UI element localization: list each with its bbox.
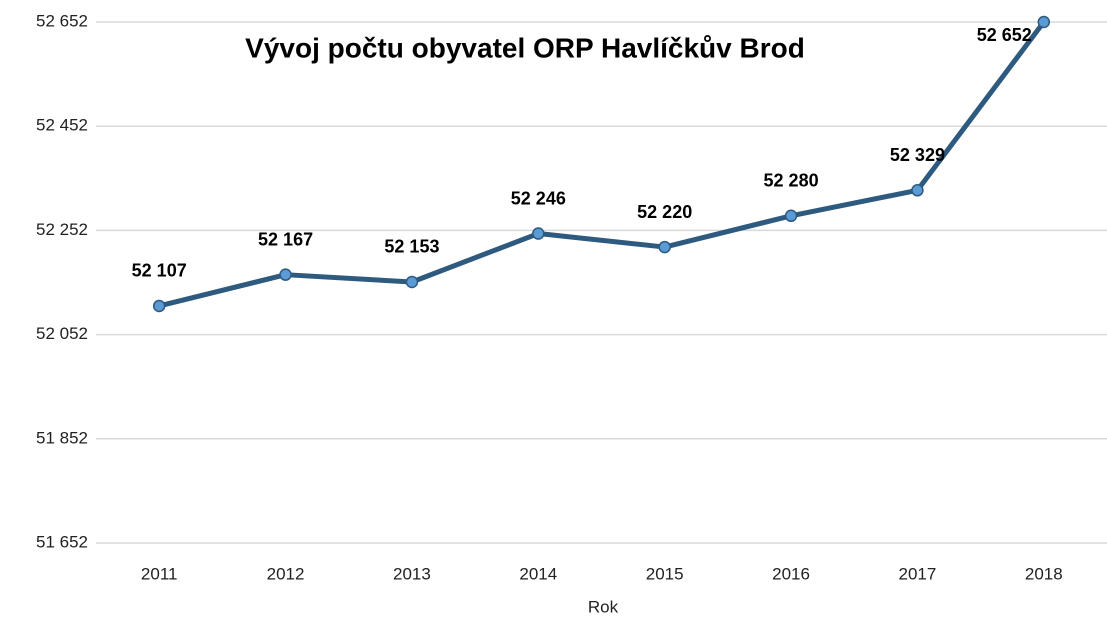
- data-label: 52 329: [890, 145, 945, 165]
- data-label: 52 153: [384, 237, 439, 257]
- x-tick-label: 2018: [1025, 564, 1063, 583]
- x-tick-label: 2013: [393, 564, 431, 583]
- marker: [1037, 15, 1051, 29]
- y-tick-label: 52 052: [36, 324, 88, 343]
- x-axis-label: Rok: [588, 597, 619, 616]
- y-tick-label: 52 452: [36, 116, 88, 135]
- data-label: 52 246: [511, 188, 566, 208]
- data-label: 52 220: [637, 202, 692, 222]
- x-tick-label: 2017: [899, 564, 937, 583]
- x-tick-label: 2014: [519, 564, 557, 583]
- data-label: 52 107: [132, 261, 187, 281]
- y-tick-label: 51 652: [36, 532, 88, 551]
- marker: [152, 299, 166, 313]
- marker: [784, 209, 798, 223]
- marker: [279, 268, 292, 281]
- marker: [405, 275, 419, 289]
- marker: [658, 240, 671, 254]
- line: [158, 20, 1046, 309]
- y-tick-label: 51 852: [36, 428, 88, 447]
- data-label: 52 652: [977, 25, 1032, 45]
- data-label: 52 167: [258, 229, 313, 249]
- marker: [911, 184, 924, 197]
- x-tick-label: 2012: [267, 564, 305, 583]
- x-tick-label: 2015: [646, 564, 684, 583]
- chart-title: Vývoj počtu obyvatel ORP Havlíčkův Brod: [245, 32, 805, 63]
- x-tick-label: 2016: [772, 564, 810, 583]
- x-tick-label: 2011: [141, 564, 178, 583]
- data-label: 52 280: [764, 171, 819, 191]
- y-tick-label: 52 652: [36, 11, 88, 30]
- marker: [532, 227, 545, 240]
- y-tick-label: 52 252: [36, 220, 88, 239]
